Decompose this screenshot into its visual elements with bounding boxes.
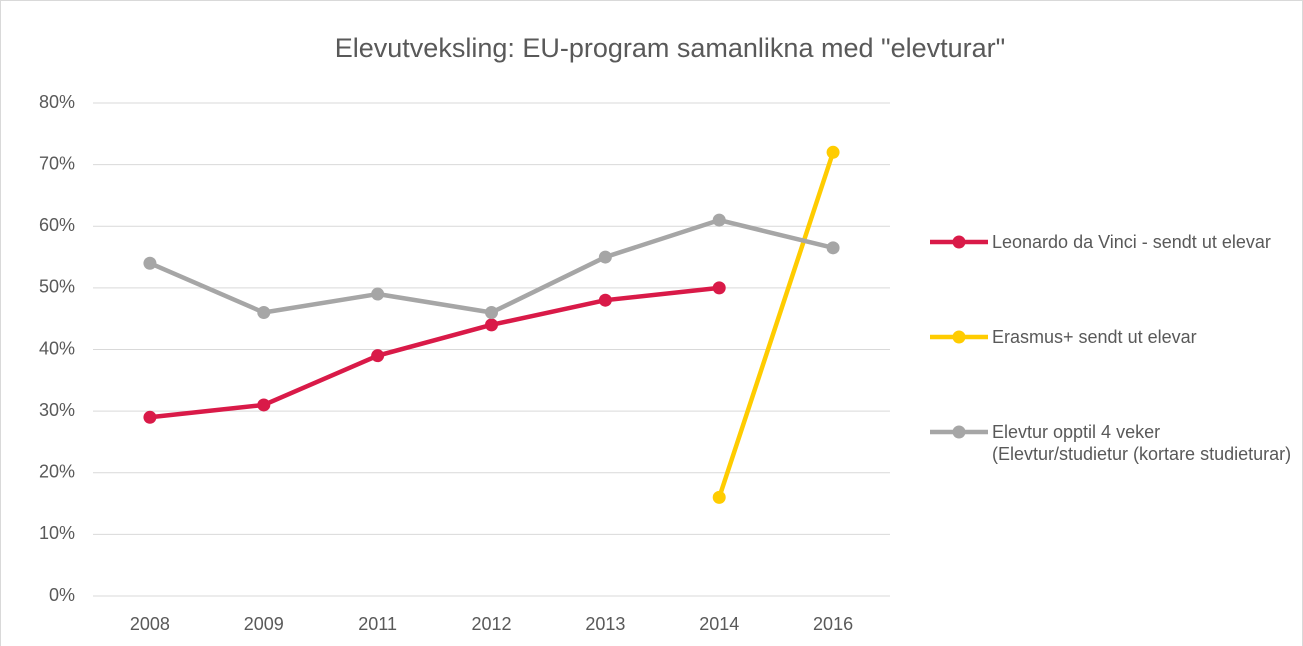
data-point [371, 287, 385, 301]
y-tick-label: 20% [39, 462, 75, 482]
data-point [371, 349, 385, 363]
data-point [257, 306, 271, 320]
y-tick-label: 10% [39, 523, 75, 543]
data-point [826, 241, 840, 255]
series-line [149, 285, 720, 420]
x-tick-label: 2014 [699, 614, 739, 634]
legend-label: Elevtur opptil 4 veker (Elevtur/studietu… [992, 422, 1292, 464]
legend-label: Erasmus+ sendt ut elevar [992, 327, 1197, 347]
y-tick-label: 30% [39, 400, 75, 420]
chart-title: Elevutveksling: EU-program samanlikna me… [335, 33, 1005, 63]
data-point [485, 306, 498, 320]
data-point [712, 281, 726, 295]
x-tick-label: 2009 [244, 614, 284, 634]
legend-marker [952, 330, 966, 344]
series-line [149, 217, 834, 315]
legend-marker [952, 425, 966, 439]
data-point [712, 213, 726, 227]
x-tick-label: 2013 [585, 614, 625, 634]
data-point [598, 293, 612, 307]
y-tick-label: 40% [39, 338, 75, 358]
data-point [712, 490, 726, 504]
y-tick-label: 70% [39, 153, 75, 173]
data-point [257, 398, 271, 412]
y-tick-label: 60% [39, 215, 75, 235]
data-point [485, 318, 498, 332]
y-tick-label: 50% [39, 277, 75, 297]
x-tick-label: 2012 [471, 614, 511, 634]
data-point [143, 410, 157, 424]
y-tick-label: 80% [39, 92, 75, 112]
x-tick-label: 2016 [813, 614, 853, 634]
data-point [826, 145, 840, 159]
series-line [717, 151, 836, 499]
y-tick-label: 0% [49, 585, 75, 605]
data-point [143, 256, 157, 270]
x-tick-label: 2008 [130, 614, 170, 634]
legend-marker [952, 235, 966, 249]
legend-label: Leonardo da Vinci - sendt ut elevar [992, 232, 1271, 252]
x-tick-label: 2011 [358, 614, 397, 634]
data-point [598, 250, 612, 264]
